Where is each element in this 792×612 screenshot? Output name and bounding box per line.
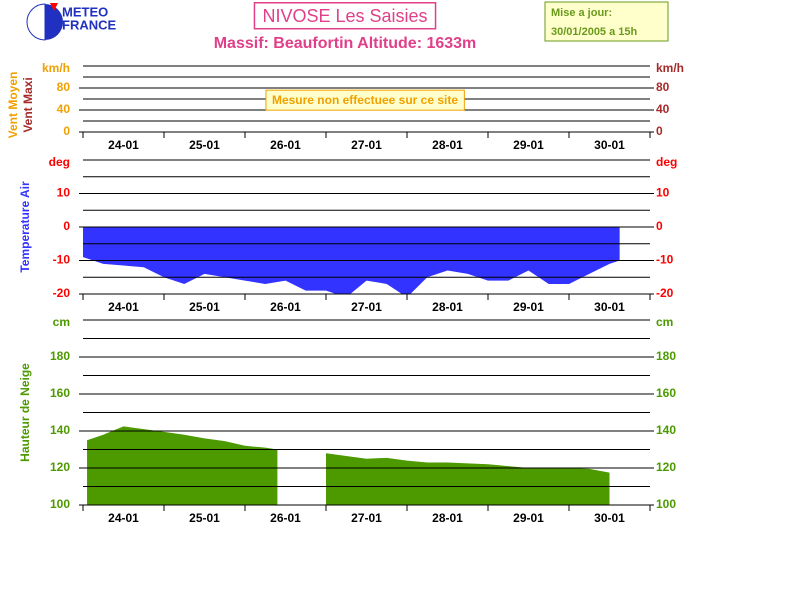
y-tick-label: 160 [50, 386, 70, 400]
y2-tick-label: 40 [656, 102, 670, 116]
x-tick-label: 26-01 [270, 138, 301, 152]
area [87, 426, 610, 505]
y2-tick-label: 180 [656, 349, 676, 363]
title: NIVOSE Les Saisies [262, 6, 427, 26]
y-axis-label: Hauteur de Neige [18, 363, 32, 462]
y2-tick-label: 0 [656, 219, 663, 233]
y-tick-label: 180 [50, 349, 70, 363]
y-unit: km/h [42, 61, 70, 75]
x-tick-label: 25-01 [189, 138, 220, 152]
y2-tick-label: -10 [656, 253, 674, 267]
y2-tick-label: 10 [656, 186, 670, 200]
y-unit: cm [53, 315, 70, 329]
y-tick-label: 0 [63, 124, 70, 138]
y2-tick-label: 140 [656, 423, 676, 437]
logo: METEO FRANCE [26, 3, 116, 41]
y-tick-label: 40 [57, 102, 71, 116]
x-tick-label: 27-01 [351, 300, 382, 314]
logo-text: FRANCE [62, 17, 116, 32]
x-tick-label: 29-01 [513, 300, 544, 314]
x-tick-label: 24-01 [108, 300, 139, 314]
x-tick-label: 25-01 [189, 300, 220, 314]
y2-tick-label: 0 [656, 124, 663, 138]
logo-arrow [50, 3, 58, 11]
y2-tick-label: 100 [656, 497, 676, 511]
x-tick-label: 25-01 [189, 511, 220, 525]
x-tick-label: 24-01 [108, 138, 139, 152]
legend-label: Vent Moyen [6, 72, 20, 139]
x-tick-label: 30-01 [594, 511, 625, 525]
x-tick-label: 30-01 [594, 300, 625, 314]
update-time: 30/01/2005 a 15h [551, 26, 638, 38]
x-tick-label: 30-01 [594, 138, 625, 152]
x-tick-label: 27-01 [351, 511, 382, 525]
annotation-box [265, 89, 465, 111]
panel: 100 120 140 160 180 100 120 140 160 180 cm cm 24-01 2… [18, 315, 676, 525]
y-unit: deg [49, 155, 70, 169]
y-tick-label: 100 [50, 497, 70, 511]
y2-unit: cm [656, 315, 673, 329]
area [83, 227, 620, 294]
logo-half [26, 3, 46, 41]
y2-unit: deg [656, 155, 677, 169]
y-tick-label: 0 [63, 219, 70, 233]
x-tick-label: 24-01 [108, 511, 139, 525]
y-tick-label: 120 [50, 460, 70, 474]
y-tick-label: 80 [57, 80, 71, 94]
panel: 0 40 80 0 40 80 km/h km/h 24-01 25-01 26-01 27-01 28… [6, 61, 684, 152]
y-tick-label: 140 [50, 423, 70, 437]
update-box [544, 1, 669, 42]
x-tick-label: 29-01 [513, 138, 544, 152]
update-label: Mise a jour: [551, 7, 612, 19]
y-tick-label: -20 [53, 286, 71, 300]
x-tick-label: 27-01 [351, 138, 382, 152]
y-axis-label: Temperature Air [18, 181, 32, 273]
logo-text: METEO [62, 4, 108, 19]
y2-tick-label: -20 [656, 286, 674, 300]
y-tick-label: 10 [57, 186, 71, 200]
y2-tick-label: 80 [656, 80, 670, 94]
y2-tick-label: 160 [656, 386, 676, 400]
x-tick-label: 28-01 [432, 511, 463, 525]
x-tick-label: 26-01 [270, 300, 301, 314]
y-tick-label: -10 [53, 253, 71, 267]
annotation: Mesure non effectuee sur ce site [272, 93, 458, 107]
x-tick-label: 28-01 [432, 300, 463, 314]
x-tick-label: 26-01 [270, 511, 301, 525]
x-tick-label: 28-01 [432, 138, 463, 152]
panel: -20 -10 0 10 -20 -10 0 10 deg deg 24-01 25-01 26-01 2… [18, 155, 677, 314]
legend-label: Vent Maxi [21, 77, 35, 132]
subtitle: Massif: Beaufortin Altitude: 1633m [214, 35, 477, 52]
x-tick-label: 29-01 [513, 511, 544, 525]
title-box [253, 2, 437, 30]
y2-unit: km/h [656, 61, 684, 75]
y2-tick-label: 120 [656, 460, 676, 474]
